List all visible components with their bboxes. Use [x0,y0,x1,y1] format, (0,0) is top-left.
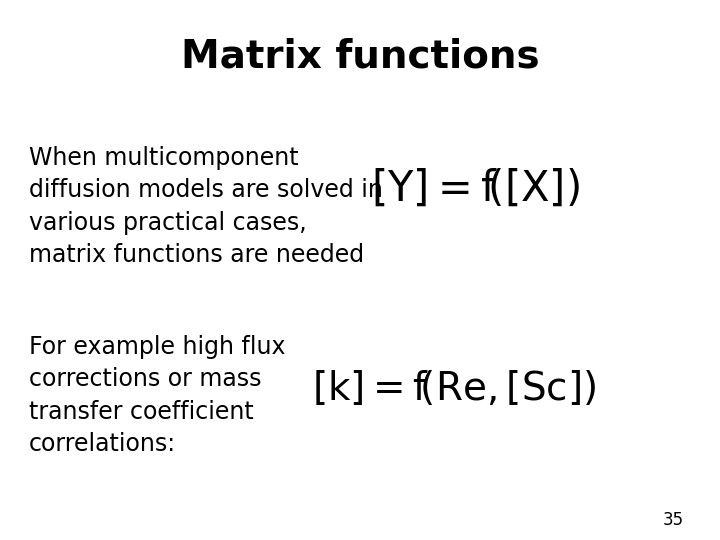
Text: Matrix functions: Matrix functions [181,38,539,76]
Text: 35: 35 [663,511,684,529]
Text: When multicomponent
diffusion models are solved in
various practical cases,
matr: When multicomponent diffusion models are… [29,146,382,267]
Text: $\left[\mathrm{k}\right]= \mathrm{f}\!\left(\mathrm{Re},\left[\mathrm{Sc}\right]: $\left[\mathrm{k}\right]= \mathrm{f}\!\l… [312,369,595,408]
Text: $\left[\mathrm{Y}\right]= \mathrm{f}\!\left(\left[\mathrm{X}\right]\right)$: $\left[\mathrm{Y}\right]= \mathrm{f}\!\l… [371,168,580,210]
Text: For example high flux
corrections or mass
transfer coefficient
correlations:: For example high flux corrections or mas… [29,335,285,456]
